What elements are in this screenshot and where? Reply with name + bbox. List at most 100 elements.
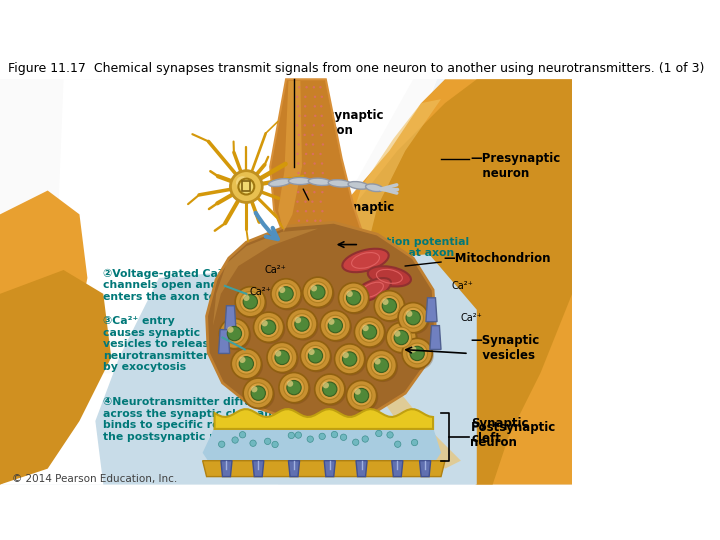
Circle shape bbox=[341, 434, 347, 441]
Circle shape bbox=[343, 352, 348, 358]
Circle shape bbox=[394, 330, 400, 337]
Circle shape bbox=[407, 343, 428, 364]
Circle shape bbox=[305, 346, 325, 366]
Circle shape bbox=[305, 279, 335, 309]
Ellipse shape bbox=[289, 178, 312, 185]
Text: ①Action potential
arrives at axon
terminal.: ①Action potential arrives at axon termin… bbox=[361, 237, 469, 270]
Circle shape bbox=[356, 319, 386, 349]
Circle shape bbox=[314, 172, 316, 174]
Circle shape bbox=[297, 96, 300, 98]
Circle shape bbox=[295, 153, 298, 155]
Circle shape bbox=[354, 388, 361, 395]
Circle shape bbox=[339, 349, 360, 369]
Circle shape bbox=[228, 326, 233, 333]
Circle shape bbox=[323, 382, 337, 396]
Bar bbox=[243, 181, 251, 191]
Polygon shape bbox=[342, 99, 461, 469]
Circle shape bbox=[218, 441, 225, 448]
Circle shape bbox=[328, 319, 335, 325]
Circle shape bbox=[255, 314, 285, 344]
Polygon shape bbox=[420, 461, 431, 477]
Circle shape bbox=[304, 191, 307, 193]
Text: Axon
terminal: Axon terminal bbox=[237, 347, 293, 375]
Circle shape bbox=[287, 381, 293, 387]
Polygon shape bbox=[0, 79, 437, 373]
Circle shape bbox=[269, 344, 299, 374]
Circle shape bbox=[313, 191, 316, 193]
Circle shape bbox=[312, 163, 315, 165]
Circle shape bbox=[320, 153, 323, 155]
Polygon shape bbox=[0, 79, 437, 484]
Circle shape bbox=[298, 210, 300, 212]
Circle shape bbox=[346, 291, 361, 305]
Circle shape bbox=[311, 285, 325, 299]
Circle shape bbox=[221, 320, 251, 350]
Circle shape bbox=[320, 310, 351, 341]
Circle shape bbox=[312, 210, 315, 212]
Circle shape bbox=[305, 153, 307, 155]
Circle shape bbox=[335, 344, 365, 374]
Circle shape bbox=[231, 349, 261, 379]
Circle shape bbox=[243, 295, 258, 309]
Circle shape bbox=[248, 383, 269, 403]
Circle shape bbox=[319, 114, 322, 117]
Polygon shape bbox=[207, 222, 436, 423]
Circle shape bbox=[336, 346, 366, 376]
Ellipse shape bbox=[368, 266, 411, 287]
Circle shape bbox=[359, 322, 380, 342]
Circle shape bbox=[315, 374, 345, 404]
Circle shape bbox=[376, 292, 406, 322]
Polygon shape bbox=[213, 228, 318, 326]
Circle shape bbox=[348, 382, 378, 412]
Polygon shape bbox=[0, 79, 572, 484]
Circle shape bbox=[331, 431, 338, 438]
Circle shape bbox=[374, 358, 381, 365]
Circle shape bbox=[362, 325, 369, 331]
Circle shape bbox=[236, 354, 256, 374]
Circle shape bbox=[306, 124, 308, 126]
Circle shape bbox=[251, 386, 258, 393]
Circle shape bbox=[402, 339, 432, 368]
Circle shape bbox=[228, 326, 242, 341]
Circle shape bbox=[362, 436, 369, 442]
Circle shape bbox=[387, 432, 393, 438]
Circle shape bbox=[235, 287, 266, 317]
Circle shape bbox=[236, 176, 248, 189]
Circle shape bbox=[314, 143, 316, 146]
Circle shape bbox=[307, 436, 313, 442]
Circle shape bbox=[320, 379, 340, 400]
Circle shape bbox=[343, 287, 364, 308]
Ellipse shape bbox=[308, 178, 331, 185]
Circle shape bbox=[311, 285, 317, 292]
Circle shape bbox=[354, 388, 369, 403]
Circle shape bbox=[354, 317, 384, 347]
Circle shape bbox=[304, 172, 306, 174]
Polygon shape bbox=[0, 191, 87, 484]
Circle shape bbox=[312, 114, 314, 117]
Circle shape bbox=[287, 309, 317, 339]
Circle shape bbox=[323, 86, 325, 89]
Circle shape bbox=[271, 347, 292, 368]
Circle shape bbox=[379, 295, 400, 316]
Circle shape bbox=[328, 319, 343, 333]
Circle shape bbox=[394, 330, 408, 345]
Text: —Presynaptic
   neuron: —Presynaptic neuron bbox=[470, 152, 561, 180]
Circle shape bbox=[239, 431, 246, 438]
Circle shape bbox=[275, 350, 282, 356]
Circle shape bbox=[295, 163, 298, 165]
Text: Ca²⁺: Ca²⁺ bbox=[451, 281, 473, 291]
Ellipse shape bbox=[342, 249, 389, 272]
Polygon shape bbox=[289, 461, 300, 477]
Circle shape bbox=[237, 288, 267, 319]
Circle shape bbox=[406, 310, 413, 317]
Polygon shape bbox=[356, 461, 367, 477]
Circle shape bbox=[298, 172, 300, 174]
Circle shape bbox=[319, 433, 325, 440]
Circle shape bbox=[284, 377, 305, 398]
Circle shape bbox=[279, 287, 285, 293]
Circle shape bbox=[305, 220, 307, 222]
Circle shape bbox=[351, 385, 372, 406]
Polygon shape bbox=[270, 79, 361, 230]
Circle shape bbox=[371, 355, 392, 376]
Circle shape bbox=[298, 200, 300, 203]
